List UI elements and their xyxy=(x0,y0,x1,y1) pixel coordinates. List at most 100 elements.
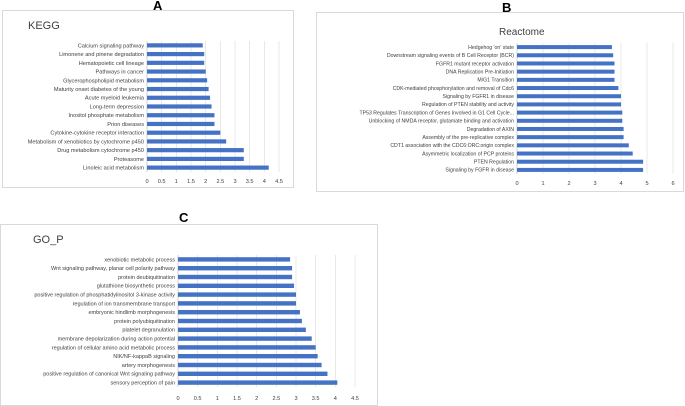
kegg-tick-label: 1 xyxy=(175,179,178,185)
gop-tick-label: 4.5 xyxy=(351,396,359,402)
panel-letter-b: B xyxy=(502,0,512,15)
kegg-tick-label: 3.5 xyxy=(246,179,254,185)
reactome-category-label: Hedgehog 'on' state xyxy=(468,45,514,51)
kegg-bar xyxy=(147,148,244,153)
reactome-tick-label: 0 xyxy=(515,181,518,187)
kegg-bar xyxy=(147,78,208,83)
kegg-category-label: Pathways in cancer xyxy=(95,70,144,76)
reactome-bar xyxy=(517,110,623,115)
reactome-bar xyxy=(517,159,644,164)
gop-category-label: sensory perception of pain xyxy=(110,381,175,387)
reactome-category-label: PTEN Regulation xyxy=(474,160,514,166)
reactome-tick-label: 2 xyxy=(567,181,570,187)
reactome-bar xyxy=(517,151,633,156)
gop-tick-label: 2 xyxy=(255,396,258,402)
kegg-bar xyxy=(147,139,227,144)
reactome-category-label: TP53 Regulates Transcription of Genes In… xyxy=(359,110,514,116)
kegg-bar xyxy=(147,104,212,109)
gop-bar xyxy=(178,283,295,288)
kegg-bar xyxy=(147,113,215,118)
reactome-bar xyxy=(517,102,621,107)
kegg-category-label: Metabolism of xenobiotics by cytochrome … xyxy=(28,139,144,145)
kegg-category-label: Glycerophospholipid metabolism xyxy=(63,78,144,84)
gop-bar xyxy=(178,362,322,368)
reactome-category-label: Downstream signaling events of B Cell Re… xyxy=(387,53,514,59)
gop-category-label: protein deubiquitination xyxy=(118,275,175,281)
gop-category-label: xenobiotic metabolic process xyxy=(104,257,175,263)
kegg-tick-label: 4 xyxy=(263,179,266,185)
kegg-bar xyxy=(147,165,269,170)
reactome-bar xyxy=(517,77,615,82)
kegg-tick-label: 2 xyxy=(204,179,207,185)
gop-bar xyxy=(178,257,291,262)
reactome-tick-label: 5 xyxy=(645,181,648,187)
kegg-category-label: Calcium signaling pathway xyxy=(78,43,144,49)
reactome-category-label: CDT1 association with the CDC6:ORC:origi… xyxy=(390,143,514,149)
gop-category-label: platelet degranulation xyxy=(122,328,175,334)
gop-category-label: glutathione biosynthetic process xyxy=(97,284,176,290)
gop-category-label: NIK/NF-kappaB signaling xyxy=(113,354,175,360)
reactome-category-label: CDK-mediated phosphorylation and removal… xyxy=(393,86,515,92)
gop-tick-label: 0 xyxy=(176,396,179,402)
reactome-bar xyxy=(517,53,614,58)
reactome-chart-title: Reactome xyxy=(499,27,545,38)
reactome-bar xyxy=(517,126,624,131)
panel-letter-c: C xyxy=(179,210,189,225)
reactome-category-label: Asymmetric localization of PCP proteins xyxy=(422,151,514,157)
gop-chart-title: GO_P xyxy=(33,234,64,246)
kegg-tick-label: 0.5 xyxy=(158,179,166,185)
kegg-tick-label: 0 xyxy=(145,179,148,185)
gop-bar xyxy=(178,327,306,332)
kegg-bar xyxy=(147,43,203,48)
gop-bar xyxy=(178,345,316,350)
gop-tick-label: 3 xyxy=(294,396,297,402)
kegg-tick-label: 3 xyxy=(233,179,236,185)
reactome-bar xyxy=(517,94,621,99)
gop-tick-label: 4 xyxy=(334,396,337,402)
kegg-category-label: Linoleic acid metabolism xyxy=(83,166,144,172)
reactome-bar xyxy=(517,143,629,148)
gop-bar xyxy=(178,371,328,376)
reactome-category-label: M/G1 Transition xyxy=(477,78,514,84)
kegg-category-label: Maturity onset diabetes of the young xyxy=(54,87,144,93)
gop-bar xyxy=(178,274,293,280)
gop-category-label: Wnt signaling pathway, planar cell polar… xyxy=(51,266,175,272)
reactome-bar xyxy=(517,69,615,74)
reactome-bar xyxy=(517,86,619,91)
reactome-tick-label: 3 xyxy=(593,181,596,187)
reactome-category-label: Unblocking of NMDA receptor, glutamate b… xyxy=(369,119,514,125)
kegg-category-label: Long-term depression xyxy=(90,104,144,110)
gop-category-label: positive regulation of phosphatidylinosi… xyxy=(34,293,175,299)
gop-bar xyxy=(178,301,296,306)
reactome-category-label: Signaling by FGFR in disease xyxy=(445,168,514,174)
reactome-category-label: FGFR1 mutant receptor activation xyxy=(436,61,514,67)
gop-bar xyxy=(178,310,300,315)
reactome-tick-label: 6 xyxy=(671,181,674,187)
reactome-category-label: Signaling by FGFR1 in disease xyxy=(442,94,514,100)
kegg-category-label: Inositol phosphate metabolism xyxy=(68,113,144,119)
kegg-category-label: Proteasome xyxy=(114,157,144,163)
gop-tick-label: 3.5 xyxy=(312,396,320,402)
kegg-bar xyxy=(147,130,221,135)
kegg-category-label: Cytokine-cytokine receptor interaction xyxy=(50,131,144,137)
gop-bar xyxy=(178,354,318,359)
gop-tick-label: 1.5 xyxy=(233,396,241,402)
gop-bar xyxy=(178,292,296,297)
gop-category-label: positive regulation of canonical Wnt sig… xyxy=(43,372,175,378)
kegg-bar xyxy=(147,95,211,100)
reactome-bar xyxy=(517,45,612,50)
kegg-category-label: Drug metabolism cytochrome p450 xyxy=(57,148,144,154)
panel-letter-a: A xyxy=(153,0,163,13)
kegg-tick-label: 4.5 xyxy=(275,179,283,185)
kegg-chart-title: KEGG xyxy=(28,20,60,32)
reactome-category-label: Regulation of PTEN stability and activit… xyxy=(422,102,514,108)
kegg-tick-label: 1.5 xyxy=(187,179,195,185)
gop-category-label: artery morphogenesis xyxy=(122,363,175,369)
gop-bar xyxy=(178,380,338,385)
gop-bar xyxy=(178,266,293,271)
kegg-category-label: Prion diseases xyxy=(107,122,144,128)
reactome-bar xyxy=(517,61,615,66)
kegg-bar xyxy=(147,86,209,92)
gop-category-label: regulation of cellular amino acid metabo… xyxy=(52,345,175,351)
